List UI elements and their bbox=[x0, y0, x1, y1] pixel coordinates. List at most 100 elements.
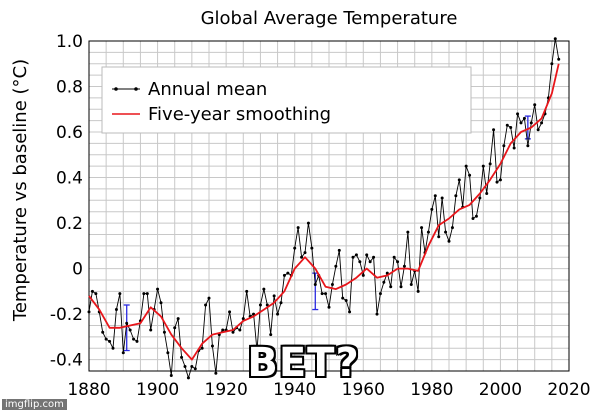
annual-mean-point bbox=[406, 230, 410, 234]
annual-mean-point bbox=[303, 251, 307, 255]
annual-mean-point bbox=[173, 326, 177, 330]
annual-mean-point bbox=[337, 248, 341, 252]
y-tick-label: 0.6 bbox=[56, 123, 83, 143]
annual-mean-point bbox=[368, 260, 372, 264]
annual-mean-point bbox=[300, 255, 304, 259]
x-tick-label: 1880 bbox=[67, 380, 110, 400]
annual-mean-point bbox=[502, 144, 506, 148]
annual-mean-point bbox=[245, 289, 249, 293]
annual-mean-point bbox=[392, 255, 396, 259]
annual-mean-point bbox=[214, 371, 218, 375]
annual-mean-point bbox=[430, 207, 434, 211]
annual-mean-point bbox=[149, 328, 153, 332]
y-tick-label: 0 bbox=[72, 260, 83, 280]
annual-mean-point bbox=[399, 285, 403, 289]
annual-mean-point bbox=[104, 337, 108, 341]
annual-mean-point bbox=[420, 226, 424, 230]
y-tick-label: 0.8 bbox=[56, 78, 83, 98]
chart-title: Global Average Temperature bbox=[201, 8, 458, 29]
annual-mean-point bbox=[241, 317, 245, 321]
x-tick-label: 1920 bbox=[205, 380, 248, 400]
annual-mean-point bbox=[488, 162, 492, 166]
annual-mean-point bbox=[492, 128, 496, 132]
annual-mean-point bbox=[145, 292, 149, 296]
y-tick-label: -0.4 bbox=[50, 351, 83, 371]
y-axis-label: Temperature vs baseline (°C) bbox=[10, 59, 31, 322]
annual-mean-point bbox=[128, 328, 132, 332]
x-tick-label: 2020 bbox=[547, 380, 590, 400]
annual-mean-point bbox=[121, 351, 125, 355]
annual-mean-point bbox=[468, 173, 472, 177]
annual-mean-point bbox=[204, 303, 208, 307]
plot-frame bbox=[88, 40, 570, 372]
annual-mean-point bbox=[324, 292, 328, 296]
legend-annual-label: Annual mean bbox=[148, 79, 267, 100]
annual-mean-point bbox=[426, 230, 430, 234]
annual-mean-point bbox=[286, 271, 290, 275]
annual-mean-point bbox=[320, 292, 324, 296]
axis-ticks: 1880 1900 1920 1940 1960 1980 2000 2020 1.0 0.8 0.… bbox=[50, 32, 591, 400]
annual-mean-point bbox=[193, 367, 197, 371]
annual-mean-point bbox=[159, 301, 163, 305]
annual-mean-point bbox=[416, 289, 420, 293]
annual-mean-point bbox=[169, 374, 173, 378]
annual-mean-point bbox=[282, 273, 286, 277]
annual-mean-point bbox=[330, 283, 334, 287]
annual-mean-point bbox=[344, 298, 348, 302]
annual-mean-point bbox=[108, 339, 112, 343]
annual-mean-point bbox=[440, 196, 444, 200]
annual-mean-point bbox=[162, 330, 166, 334]
annual-mean-point bbox=[372, 255, 376, 259]
annual-mean-point bbox=[361, 273, 365, 277]
annual-mean-point bbox=[464, 164, 468, 168]
annual-mean-point bbox=[94, 292, 98, 296]
annual-mean-point bbox=[327, 305, 331, 309]
legend: Annual mean Five-year smoothing bbox=[101, 66, 472, 134]
annual-mean-point bbox=[269, 333, 273, 337]
annual-mean-point bbox=[409, 283, 413, 287]
annual-mean-point bbox=[509, 125, 513, 129]
annual-mean-point bbox=[135, 339, 139, 343]
annual-mean-point bbox=[553, 37, 557, 41]
annual-mean-point bbox=[529, 121, 533, 125]
annual-mean-point bbox=[228, 310, 232, 314]
annual-mean-point bbox=[341, 296, 345, 300]
annual-mean-point bbox=[258, 303, 262, 307]
annual-mean-point bbox=[444, 230, 448, 234]
annual-mean-point bbox=[166, 351, 170, 355]
annual-mean-point bbox=[522, 116, 526, 120]
x-tick-label: 1940 bbox=[273, 380, 316, 400]
annual-mean-point bbox=[505, 123, 509, 127]
annual-mean-point bbox=[433, 194, 437, 198]
legend-box bbox=[101, 66, 472, 134]
annual-mean-point bbox=[557, 57, 561, 61]
annual-mean-point bbox=[495, 180, 499, 184]
annual-mean-point bbox=[313, 283, 317, 287]
annual-mean-point bbox=[447, 239, 451, 243]
annual-mean-point bbox=[132, 337, 136, 341]
annual-mean-point bbox=[293, 246, 297, 250]
annual-mean-point bbox=[180, 355, 184, 359]
annual-mean-point bbox=[90, 289, 94, 293]
annual-mean-point bbox=[351, 255, 355, 259]
annual-mean-point bbox=[358, 260, 362, 264]
annual-mean-point bbox=[207, 296, 211, 300]
error-bars bbox=[123, 115, 531, 352]
annual-mean-point bbox=[296, 226, 300, 230]
annual-mean-point bbox=[382, 280, 386, 284]
annual-mean-point bbox=[533, 103, 537, 107]
annual-mean-point bbox=[481, 164, 485, 168]
annual-mean-point bbox=[156, 287, 160, 291]
legend-annual-marker-right bbox=[134, 87, 138, 91]
y-tick-label: -0.2 bbox=[50, 305, 83, 325]
annual-mean-point bbox=[279, 301, 283, 305]
x-tick-label: 1960 bbox=[342, 380, 385, 400]
annual-mean-point bbox=[516, 112, 520, 116]
x-tick-label: 1900 bbox=[136, 380, 179, 400]
annual-mean-point bbox=[176, 317, 180, 321]
annual-mean-point bbox=[183, 364, 187, 368]
annual-mean-point bbox=[231, 330, 235, 334]
annual-mean-point bbox=[354, 253, 358, 257]
x-tick-label: 1980 bbox=[410, 380, 453, 400]
annual-mean-point bbox=[478, 196, 482, 200]
